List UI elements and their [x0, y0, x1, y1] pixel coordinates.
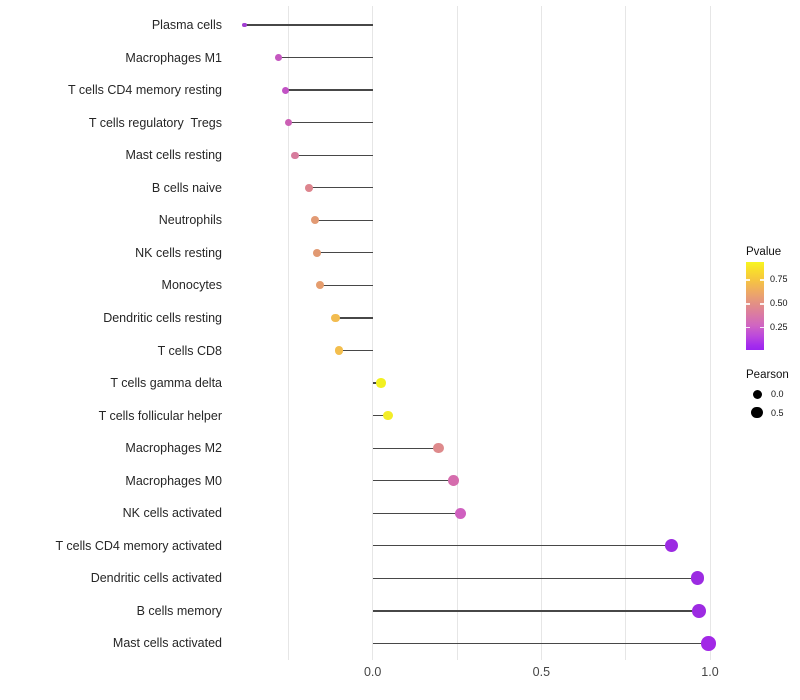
data-point-dot — [316, 281, 325, 290]
data-point-dot — [454, 507, 466, 519]
gridline — [372, 6, 374, 660]
lollipop-segment — [338, 349, 373, 352]
lollipop-segment — [372, 414, 388, 417]
category-label: Mast cells activated — [112, 636, 222, 651]
data-point-dot — [692, 604, 707, 618]
lollipop-segment — [372, 545, 672, 547]
lollipop-segment — [335, 317, 373, 319]
category-label: Macrophages M0 — [125, 473, 222, 488]
category-label: B cells naive — [151, 180, 222, 195]
lollipop-segment — [372, 610, 700, 612]
category-label: Plasma cells — [151, 18, 222, 32]
pearson-legend-label: 0.5 — [771, 407, 784, 418]
data-point-dot — [664, 539, 678, 553]
category-label: T cells follicular helper — [98, 408, 222, 423]
lollipop-segment — [308, 187, 373, 189]
gridline — [456, 6, 458, 660]
category-label: T cells CD8 — [157, 343, 222, 358]
data-point-dot — [376, 378, 386, 388]
pvalue-legend-title: Pvalue — [746, 246, 782, 258]
gridline — [709, 6, 711, 660]
lollipop-segment — [315, 219, 373, 221]
category-label: T cells regulatory Tregs — [88, 115, 222, 130]
lollipop-segment — [372, 480, 454, 482]
category-label: T cells CD4 memory activated — [55, 538, 223, 553]
pearson-legend-label: 0.0 — [771, 389, 784, 399]
lollipop-segment — [288, 122, 373, 124]
category-label: NK cells activated — [122, 506, 222, 521]
pearson-legend-dot — [752, 389, 762, 399]
category-label: T cells gamma delta — [110, 376, 222, 391]
lollipop-segment — [295, 154, 373, 156]
colorbar-tick-label: 0.50 — [770, 298, 788, 309]
data-point-dot — [433, 442, 444, 454]
category-label: Monocytes — [161, 278, 222, 293]
data-point-dot — [304, 183, 313, 192]
data-point-dot — [311, 216, 320, 225]
colorbar-tick — [746, 303, 750, 305]
colorbar-tick — [760, 279, 764, 281]
data-point-dot — [313, 248, 322, 257]
lollipop-segment — [278, 56, 373, 59]
data-point-dot — [690, 571, 705, 586]
data-point-dot — [448, 475, 459, 487]
x-tick-label: 0.0 — [363, 665, 382, 679]
lollipop-segment — [372, 577, 698, 579]
pvalue-colorbar — [746, 262, 764, 350]
data-point-dot — [284, 119, 292, 127]
x-tick-label: 1.0 — [701, 665, 719, 679]
x-tick-label: 0.5 — [532, 665, 551, 679]
lollipop-segment — [372, 447, 439, 449]
lollipop-segment — [285, 89, 373, 91]
pearson-legend-title: Pearson — [746, 369, 789, 381]
pearson-legend-dot — [751, 406, 763, 419]
colorbar-tick-label: 0.75 — [770, 274, 788, 285]
colorbar-tick — [746, 279, 750, 281]
category-label: Neutrophils — [158, 213, 222, 228]
data-point-dot — [274, 54, 282, 61]
category-label: Mast cells resting — [125, 148, 222, 163]
colorbar-tick — [760, 326, 764, 329]
lollipop-segment — [317, 252, 373, 254]
category-label: Dendritic cells resting — [103, 310, 222, 325]
data-point-dot — [242, 22, 247, 28]
category-label: B cells memory — [136, 603, 222, 618]
category-label: Macrophages M2 — [125, 441, 222, 456]
gridline — [287, 6, 289, 660]
colorbar-tick — [760, 303, 764, 305]
lollipop-segment — [320, 284, 373, 287]
data-point-dot — [331, 313, 340, 323]
colorbar-tick — [746, 326, 750, 329]
gridline — [625, 6, 627, 660]
lollipop-segment — [372, 512, 461, 514]
category-label: T cells CD4 memory resting — [68, 83, 222, 98]
data-point-dot — [383, 410, 393, 421]
data-point-dot — [701, 636, 716, 651]
gridline — [540, 6, 542, 660]
category-label: Macrophages M1 — [125, 50, 222, 65]
data-point-dot — [281, 86, 289, 94]
data-point-dot — [291, 151, 299, 159]
lollipop-segment — [244, 24, 373, 26]
category-label: NK cells resting — [135, 245, 222, 260]
lollipop-segment — [372, 642, 709, 645]
colorbar-tick-label: 0.25 — [770, 321, 788, 332]
data-point-dot — [334, 346, 344, 355]
category-label: Dendritic cells activated — [90, 571, 222, 586]
